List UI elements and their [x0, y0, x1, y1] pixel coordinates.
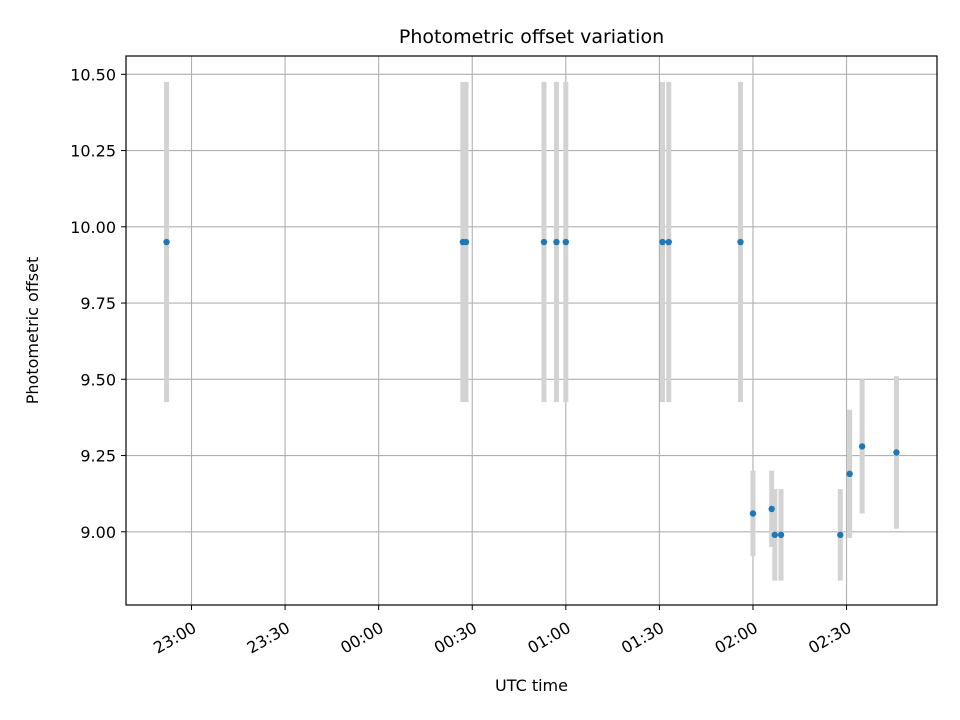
- y-tick-label: 9.25: [80, 447, 116, 466]
- y-axis: 9.00 9.25 9.50 9.75 10.00 10.25 10.50: [70, 65, 126, 542]
- markers: [163, 238, 900, 539]
- data-point: [659, 238, 666, 246]
- data-point: [665, 238, 672, 246]
- data-point: [846, 470, 853, 478]
- data-point: [462, 238, 470, 246]
- data-point: [562, 238, 570, 246]
- data-point: [737, 238, 744, 246]
- y-tick-label: 10.00: [70, 218, 116, 237]
- y-tick-label: 10.25: [70, 142, 116, 161]
- data-point: [837, 531, 844, 539]
- data-point: [893, 449, 900, 456]
- y-tick-label: 9.50: [80, 370, 116, 389]
- x-axis-label: UTC time: [495, 676, 568, 695]
- y-axis-label: Photometric offset: [23, 257, 42, 405]
- plot-frame: [125, 55, 938, 606]
- y-tick-label: 9.00: [80, 523, 116, 542]
- data-point: [777, 531, 785, 539]
- y-tick-label: 9.75: [80, 294, 116, 313]
- data-point: [553, 238, 560, 246]
- data-point: [749, 510, 757, 517]
- data-point: [768, 505, 775, 513]
- y-tick-label: 10.50: [70, 65, 116, 84]
- data-point: [163, 238, 170, 246]
- chart-title: Photometric offset variation: [399, 26, 664, 48]
- data-point: [540, 238, 548, 246]
- data-point: [858, 443, 866, 450]
- data-point: [771, 531, 778, 539]
